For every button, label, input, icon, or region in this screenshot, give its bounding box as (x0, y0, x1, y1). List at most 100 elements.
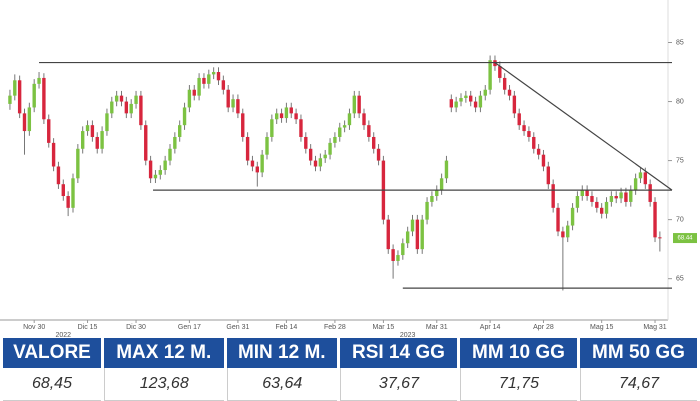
candle-body (153, 174, 158, 179)
candle-body (391, 249, 395, 261)
candle-body (372, 136, 376, 149)
candle-body (522, 125, 526, 132)
candle-body (527, 131, 531, 137)
candle-body (658, 237, 662, 239)
candle-body (32, 83, 36, 108)
candle-body (604, 201, 609, 214)
last-value-label: 68.44 (677, 236, 693, 242)
candle-body (207, 74, 211, 84)
header-row: VALORE MAX 12 M. MIN 12 M. RSI 14 GG MM … (3, 338, 697, 368)
candle-body (8, 95, 12, 104)
candle-body (304, 136, 308, 149)
candle-body (42, 77, 46, 120)
candle-body (202, 77, 206, 84)
x-tick-label: Mar 31 (426, 324, 448, 331)
trend-line (494, 62, 673, 191)
candle-body (566, 225, 570, 238)
y-tick-label: 75 (676, 157, 684, 164)
value-cell: 37,67 (339, 368, 457, 401)
y-tick-label: 85 (676, 39, 684, 46)
candle-body (502, 77, 507, 90)
candle-body (76, 148, 80, 179)
candle-body (294, 113, 298, 120)
candle-body (221, 80, 226, 90)
candle-body (134, 95, 138, 104)
candle-body (241, 113, 245, 137)
y-tick-label: 70 (676, 216, 684, 223)
candle-body (80, 131, 85, 149)
candle-body (284, 107, 289, 119)
candle-body (231, 99, 235, 108)
candle-body (439, 178, 444, 191)
value-cell: 123,68 (103, 368, 224, 401)
candle-body (192, 89, 196, 96)
candle-body (148, 160, 153, 179)
candle-body (580, 190, 584, 197)
header-cell: RSI 14 GG (339, 338, 457, 368)
value-cell: 71,75 (459, 368, 577, 401)
candle-body (648, 184, 652, 202)
stats-table: VALORE MAX 12 M. MIN 12 M. RSI 14 GG MM … (0, 338, 700, 401)
candle-body (624, 192, 628, 202)
value-cell: 68,45 (3, 368, 101, 401)
candle-body (575, 196, 580, 208)
candle-body (110, 101, 114, 114)
candle-body (139, 95, 143, 126)
candle-body (168, 148, 172, 161)
candle-body (144, 125, 148, 161)
candle-body (182, 107, 187, 126)
candle-body (629, 190, 633, 202)
x-tick-label: Gen 31 (226, 324, 249, 331)
candle-body (532, 136, 536, 149)
header-cell: MIN 12 M. (226, 338, 337, 368)
candle-body (585, 190, 589, 197)
candle-body (357, 95, 361, 114)
candle-body (66, 196, 70, 208)
year-label: 2022 (56, 332, 72, 338)
candle-body (386, 219, 390, 250)
candle-body (556, 207, 560, 232)
candle-body (405, 231, 410, 244)
candle-body (347, 113, 352, 126)
y-tick-label: 80 (676, 98, 684, 105)
candle-body (469, 95, 473, 102)
candle-body (328, 142, 332, 155)
candle-body (95, 136, 99, 149)
candle-body (100, 131, 104, 149)
candle-body (275, 113, 279, 120)
candle-body (478, 95, 483, 108)
x-tick-label: Nov 30 (23, 324, 45, 331)
candle-body (318, 158, 323, 167)
candle-body (211, 72, 216, 75)
candle-body (114, 95, 119, 102)
candle-body (27, 107, 32, 132)
candle-body (338, 127, 342, 137)
value-cell: 74,67 (579, 368, 697, 401)
x-tick-label: Gen 17 (178, 324, 201, 331)
header-cell: MM 10 GG (459, 338, 577, 368)
candle-body (187, 89, 192, 108)
header-cell: VALORE (3, 338, 101, 368)
header-cell: MM 50 GG (579, 338, 697, 368)
value-row: 68,45 123,68 63,64 37,67 71,75 74,67 (3, 368, 697, 401)
candle-body (85, 125, 90, 132)
chart: 65 70 75 80 85 Nov 30 Dic 15 Dic 30 Gen 17 Gen 31… (0, 0, 697, 338)
x-tick-label: Dic 15 (78, 324, 98, 331)
candle-body (396, 255, 400, 261)
candle-body (444, 160, 449, 179)
candle-body (638, 172, 643, 179)
candle-body (633, 178, 638, 191)
candle-body (289, 107, 293, 114)
candle-body (22, 113, 27, 132)
candle-body (250, 160, 255, 167)
candle-body (473, 101, 478, 108)
candle-body (512, 95, 517, 114)
candle-body (483, 89, 487, 96)
candle-body (410, 219, 415, 232)
candle-body (415, 219, 420, 250)
x-tick-label: Apr 28 (533, 324, 554, 331)
candle-body (226, 89, 230, 108)
candle-body (352, 95, 357, 114)
candle-body (464, 95, 468, 99)
candle-body (435, 190, 439, 197)
